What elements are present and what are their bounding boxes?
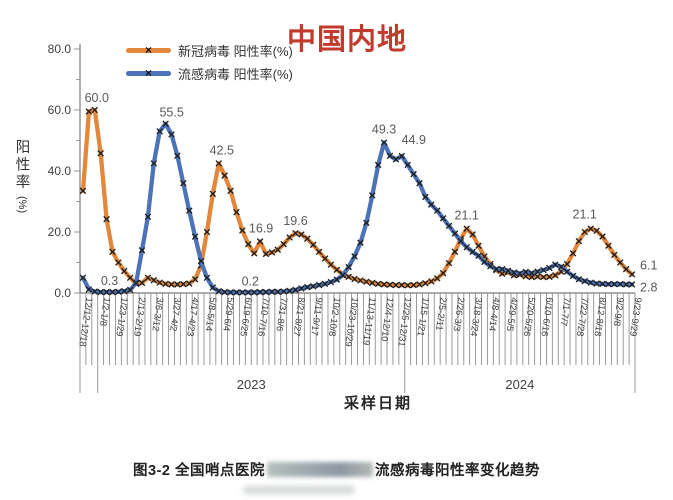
svg-text:阳: 阳 [16,139,31,156]
svg-text:21.1: 21.1 [573,208,597,222]
svg-text:性: 性 [16,157,31,174]
svg-text:2/26-3/3: 2/26-3/3 [452,297,467,332]
svg-text:80.0: 80.0 [48,42,72,56]
y-axis-title: 阳性率 (%) [16,139,31,213]
svg-text:7/1-7/7: 7/1-7/7 [559,297,573,327]
svg-text:44.9: 44.9 [402,133,426,147]
x-axis-title: 采样日期 [343,394,412,412]
svg-text:6.1: 6.1 [640,258,657,272]
svg-text:率: 率 [16,174,31,191]
covid-series [79,106,636,289]
x-axis-ticks [79,293,636,393]
flu-series-line [80,121,635,295]
covid-line-swatch: × [126,44,171,56]
legend: × 新冠病毒 阳性率(%) × 流感病毒 阳性率(%) [126,39,293,85]
caption-suffix: 流感病毒阳性率变化趋势 [375,463,540,479]
svg-text:2.8: 2.8 [640,280,657,294]
svg-text:42.5: 42.5 [210,143,234,157]
svg-text:5/29-6/4: 5/29-6/4 [221,297,236,332]
svg-text:2023: 2023 [237,377,266,392]
chart-title: 中国内地 [286,24,407,56]
svg-text:19.6: 19.6 [283,214,307,228]
svg-text:4/8-4/14: 4/8-4/14 [487,297,502,332]
svg-text:60.0: 60.0 [48,103,72,117]
svg-text:40.0: 40.0 [48,164,72,178]
svg-text:0.0: 0.0 [54,286,71,300]
svg-text:0.2: 0.2 [242,274,259,288]
redacted-blur [267,462,373,477]
svg-text:(%): (%) [16,196,28,213]
data-labels: 60.0 0.3 55.5 42.5 16.9 0.2 19.6 49.3 44.9 21.1 21… [85,91,658,294]
svg-text:4/29-5/5: 4/29-5/5 [505,297,520,332]
svg-text:16.9: 16.9 [249,221,273,235]
svg-text:49.3: 49.3 [372,123,396,137]
svg-text:9/23-9/29: 9/23-9/29 [628,297,643,337]
svg-text:1/2-1/8: 1/2-1/8 [98,297,112,327]
legend-item-flu: × 流感病毒 阳性率(%) [126,62,293,85]
legend-label-flu: 流感病毒 阳性率(%) [178,67,293,82]
svg-text:9/2-9/8: 9/2-9/8 [612,297,626,327]
faint-smudge [243,486,355,494]
legend-label-covid: 新冠病毒 阳性率(%) [178,44,293,59]
svg-text:2024: 2024 [505,377,534,392]
caption-prefix: 图3-2 全国哨点医院 [133,463,265,479]
svg-text:3/6-3/12: 3/6-3/12 [150,297,165,332]
figure-caption: 图3-2 全国哨点医院 流感病毒阳性率变化趋势 [0,459,673,480]
svg-text:2/5-2/11: 2/5-2/11 [434,297,449,332]
svg-text:0.3: 0.3 [101,274,118,288]
svg-text:20.0: 20.0 [48,225,72,239]
svg-text:3/27-4/2: 3/27-4/2 [168,297,183,332]
svg-text:21.1: 21.1 [455,209,479,223]
flu-line-swatch: × [126,67,171,79]
svg-text:7/31-8/6: 7/31-8/6 [274,297,289,332]
y-axis-ticks: 0.0 20.0 40.0 60.0 80.0 [48,42,80,300]
svg-text:60.0: 60.0 [85,91,109,105]
svg-text:55.5: 55.5 [159,106,183,120]
legend-item-covid: × 新冠病毒 阳性率(%) [126,39,293,62]
svg-text:5/8-5/14: 5/8-5/14 [204,297,219,332]
covid-series-line [80,107,635,288]
flu-series [79,120,636,296]
